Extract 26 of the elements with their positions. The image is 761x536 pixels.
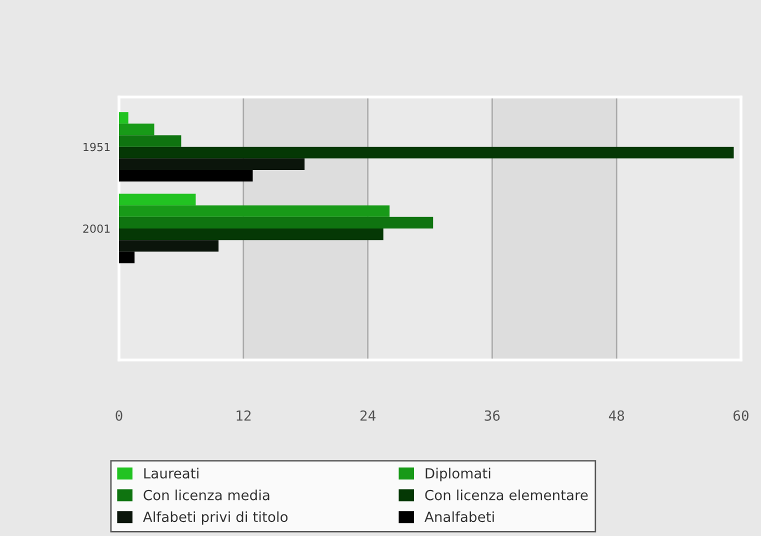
legend-label: Alfabeti privi di titolo xyxy=(142,511,288,525)
legend-label: Diplomati xyxy=(426,468,490,482)
legend-label: Con licenza media xyxy=(144,490,270,500)
bar xyxy=(119,112,128,124)
bar xyxy=(119,194,196,206)
x-tick-label: 48 xyxy=(608,410,624,421)
legend-label: Analfabeti xyxy=(424,511,494,522)
bar xyxy=(119,228,384,240)
x-tick-label: 60 xyxy=(734,410,748,421)
bar xyxy=(119,124,154,136)
bar xyxy=(119,205,390,217)
bar xyxy=(119,135,182,147)
y-tick-label: 1951 xyxy=(84,142,110,152)
bar xyxy=(119,170,253,182)
y-tick-label: 2001 xyxy=(83,224,110,233)
x-tick-label: 0 xyxy=(116,410,122,421)
legend-label: Con licenza elementare xyxy=(425,490,588,500)
x-tick-label: 36 xyxy=(484,410,500,421)
legend-label: Laureati xyxy=(144,468,198,479)
bar xyxy=(119,216,434,228)
bar xyxy=(119,240,219,252)
bar xyxy=(119,158,305,170)
x-tick-label: 24 xyxy=(360,410,376,421)
x-tick-label: 12 xyxy=(236,410,251,421)
bar xyxy=(119,252,135,264)
bar xyxy=(119,146,734,158)
